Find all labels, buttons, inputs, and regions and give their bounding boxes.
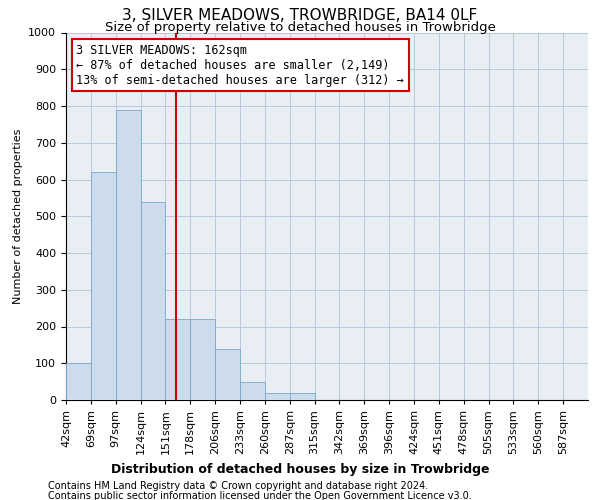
Bar xyxy=(66,363,91,400)
Bar xyxy=(265,392,290,400)
Bar xyxy=(166,319,190,400)
Bar xyxy=(240,382,265,400)
Bar xyxy=(290,392,314,400)
Text: Contains public sector information licensed under the Open Government Licence v3: Contains public sector information licen… xyxy=(48,491,472,500)
Text: 3 SILVER MEADOWS: 162sqm
← 87% of detached houses are smaller (2,149)
13% of sem: 3 SILVER MEADOWS: 162sqm ← 87% of detach… xyxy=(76,44,404,86)
Bar xyxy=(215,348,240,400)
Bar xyxy=(116,110,140,400)
Bar xyxy=(190,319,215,400)
Text: 3, SILVER MEADOWS, TROWBRIDGE, BA14 0LF: 3, SILVER MEADOWS, TROWBRIDGE, BA14 0LF xyxy=(122,8,478,22)
Text: Contains HM Land Registry data © Crown copyright and database right 2024.: Contains HM Land Registry data © Crown c… xyxy=(48,481,428,491)
Y-axis label: Number of detached properties: Number of detached properties xyxy=(13,128,23,304)
Text: Size of property relative to detached houses in Trowbridge: Size of property relative to detached ho… xyxy=(104,21,496,34)
Bar xyxy=(91,172,116,400)
Text: Distribution of detached houses by size in Trowbridge: Distribution of detached houses by size … xyxy=(111,462,489,475)
Bar xyxy=(140,202,166,400)
